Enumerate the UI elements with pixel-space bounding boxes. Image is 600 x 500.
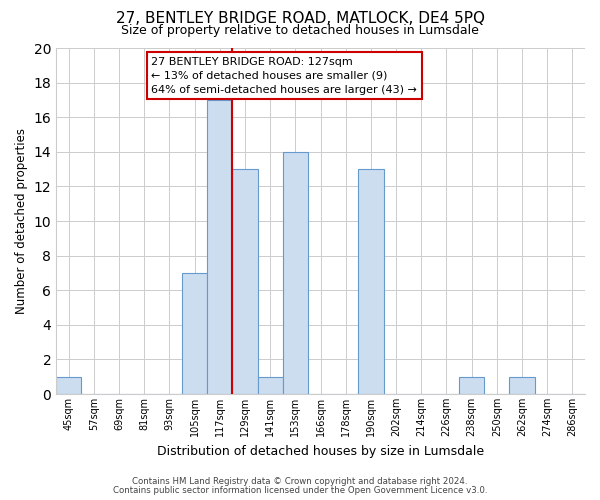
Text: Contains HM Land Registry data © Crown copyright and database right 2024.: Contains HM Land Registry data © Crown c… [132,477,468,486]
Bar [182,273,207,394]
Text: 27 BENTLEY BRIDGE ROAD: 127sqm
← 13% of detached houses are smaller (9)
64% of s: 27 BENTLEY BRIDGE ROAD: 127sqm ← 13% of … [151,56,417,94]
Text: 27, BENTLEY BRIDGE ROAD, MATLOCK, DE4 5PQ: 27, BENTLEY BRIDGE ROAD, MATLOCK, DE4 5P… [115,11,485,26]
Bar [207,100,232,394]
Bar [509,376,535,394]
Y-axis label: Number of detached properties: Number of detached properties [15,128,28,314]
Text: Size of property relative to detached houses in Lumsdale: Size of property relative to detached ho… [121,24,479,37]
Bar [232,169,257,394]
Bar [56,376,82,394]
Text: Contains public sector information licensed under the Open Government Licence v3: Contains public sector information licen… [113,486,487,495]
X-axis label: Distribution of detached houses by size in Lumsdale: Distribution of detached houses by size … [157,444,484,458]
Bar [358,169,383,394]
Bar [257,376,283,394]
Bar [283,152,308,394]
Bar [459,376,484,394]
